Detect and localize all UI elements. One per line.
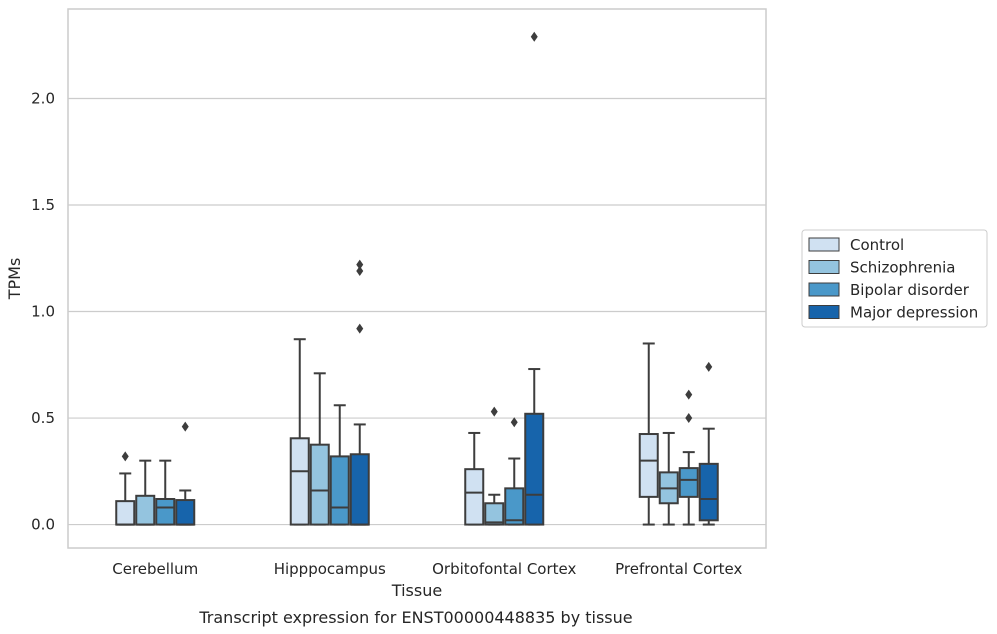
iqr-box: [464, 468, 485, 526]
outlier-point: [181, 421, 189, 432]
iqr-box: [349, 453, 370, 526]
iqr-box: [638, 433, 659, 498]
x-axis-label: Tissue: [391, 581, 442, 600]
box-control: [289, 338, 310, 526]
box-control: [115, 451, 136, 526]
chart-caption: Transcript expression for ENST0000044883…: [198, 608, 632, 627]
outlier-point: [530, 31, 538, 42]
legend-swatch: [808, 260, 840, 274]
box-schizophrenia: [135, 459, 156, 526]
box-major-depression: [698, 361, 719, 526]
outlier-point: [356, 259, 364, 270]
iqr-box: [135, 494, 156, 526]
box-schizophrenia: [484, 406, 505, 526]
y-tick-label: 1.5: [31, 196, 55, 214]
iqr-box: [115, 500, 136, 526]
box-bipolar-disorder: [678, 389, 699, 526]
y-tick-label: 0.0: [31, 516, 55, 534]
outlier-point: [685, 389, 693, 400]
y-axis-ticks: 0.0 0.5 1.0 1.5 2.0: [31, 89, 55, 533]
legend-swatch: [808, 282, 840, 297]
iqr-box: [309, 443, 330, 526]
legend-swatch: [808, 305, 840, 319]
box-bipolar-disorder: [155, 459, 176, 526]
plot-frame: [67, 8, 767, 549]
boxes: [115, 31, 719, 526]
y-tick-label: 0.5: [31, 409, 55, 427]
box-schizophrenia: [309, 372, 330, 526]
box-bipolar-disorder: [504, 417, 525, 526]
outlier-point: [121, 451, 129, 462]
box-control: [638, 342, 659, 526]
legend-label: Control: [850, 236, 904, 254]
iqr-box: [698, 462, 719, 522]
box-control: [464, 431, 485, 526]
x-tick-label: Cerebellum: [112, 560, 198, 578]
outlier-point: [685, 413, 693, 424]
legend: Control Schizophrenia Bipolar disorder Majo…: [801, 229, 988, 328]
legend-label: Schizophrenia: [850, 259, 955, 277]
outlier-point: [490, 406, 498, 417]
box-major-depression: [349, 259, 370, 526]
iqr-box: [504, 487, 525, 526]
x-axis-ticks: Cerebellum Hipppocampus Orbitofontal Corte…: [112, 560, 742, 578]
iqr-box: [484, 502, 505, 526]
x-tick-label: Hipppocampus: [274, 560, 386, 578]
iqr-box: [329, 455, 350, 526]
y-tick-label: 2.0: [31, 89, 55, 107]
x-tick-label: Prefrontal Cortex: [615, 560, 742, 578]
legend-items: Control Schizophrenia Bipolar disorder Majo…: [808, 236, 978, 322]
outlier-point: [356, 323, 364, 334]
legend-frame: [801, 229, 988, 328]
y-axis-label: TPMs: [5, 258, 24, 301]
box-schizophrenia: [658, 431, 679, 526]
box-major-depression: [524, 31, 545, 526]
legend-swatch: [808, 237, 840, 252]
gridlines: [68, 97, 766, 526]
legend-label: Major depression: [850, 304, 978, 322]
iqr-box: [289, 437, 310, 526]
outlier-point: [510, 417, 518, 428]
iqr-box: [678, 467, 699, 498]
x-tick-label: Orbitofontal Cortex: [432, 560, 576, 578]
iqr-box: [524, 412, 545, 526]
outlier-point: [705, 361, 713, 372]
box-bipolar-disorder: [329, 404, 350, 526]
box-major-depression: [175, 421, 196, 526]
iqr-box: [155, 498, 176, 526]
legend-label: Bipolar disorder: [850, 281, 970, 299]
outlier-point: [356, 266, 364, 277]
iqr-box: [175, 499, 196, 526]
y-tick-label: 1.0: [31, 303, 55, 321]
